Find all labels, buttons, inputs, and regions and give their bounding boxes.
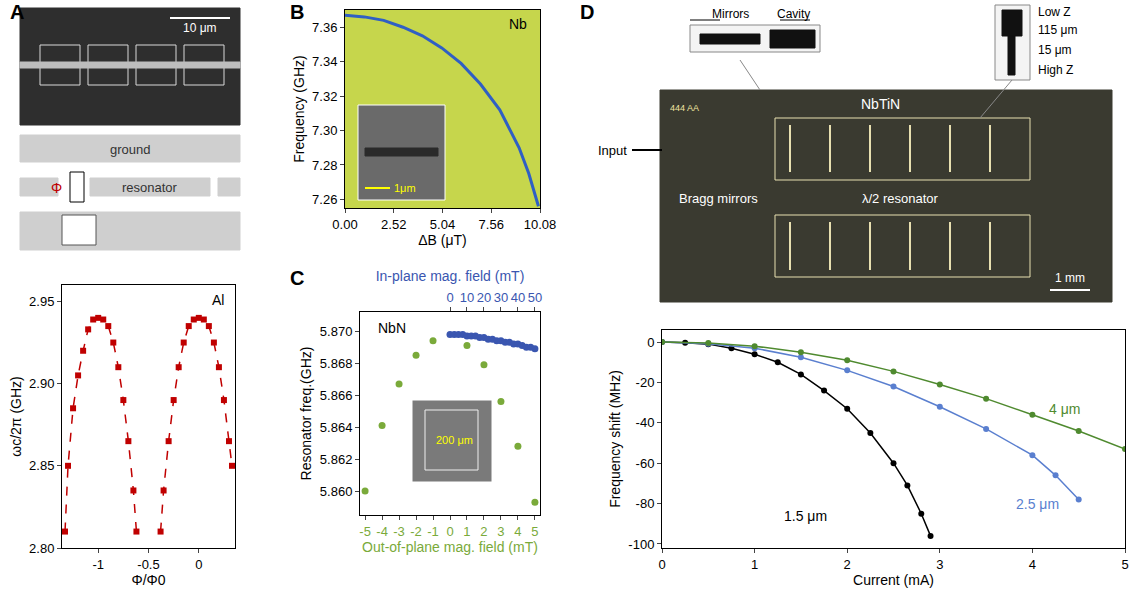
svg-text:3: 3	[936, 557, 943, 572]
svg-text:-5: -5	[359, 524, 371, 539]
svg-text:7.32: 7.32	[312, 89, 337, 104]
svg-text:5: 5	[1121, 557, 1128, 572]
svg-text:1: 1	[463, 524, 470, 539]
svg-text:5.866: 5.866	[320, 388, 353, 403]
svg-text:444 AA: 444 AA	[670, 103, 699, 113]
svg-text:NbTiN: NbTiN	[861, 96, 900, 112]
svg-text:Low Z: Low Z	[1038, 5, 1071, 19]
svg-text:-100: -100	[628, 537, 654, 552]
svg-text:5: 5	[531, 524, 538, 539]
svg-text:50: 50	[528, 290, 542, 305]
svg-text:1μm: 1μm	[394, 182, 416, 194]
svg-text:7.26: 7.26	[312, 192, 337, 207]
svg-text:0: 0	[446, 290, 453, 305]
svg-text:10.08: 10.08	[524, 217, 557, 232]
svg-text:Frequency shift (MHz): Frequency shift (MHz)	[607, 370, 623, 508]
svg-text:7.56: 7.56	[479, 217, 504, 232]
svg-text:2.80: 2.80	[29, 541, 54, 556]
svg-text:1.5 μm: 1.5 μm	[784, 508, 827, 524]
svg-text:5.860: 5.860	[320, 484, 353, 499]
svg-text:In-plane mag. field (mT): In-plane mag. field (mT)	[376, 268, 525, 284]
svg-text:ΔB (μT): ΔB (μT)	[418, 232, 467, 248]
svg-text:40: 40	[511, 290, 525, 305]
svg-text:D: D	[580, 1, 594, 23]
svg-text:Resonator freq.(GHz): Resonator freq.(GHz)	[298, 347, 314, 481]
svg-text:-60: -60	[636, 456, 655, 471]
svg-text:Bragg mirrors: Bragg mirrors	[679, 191, 758, 206]
svg-text:Nb: Nb	[509, 16, 527, 32]
svg-text:C: C	[290, 267, 304, 289]
svg-text:0: 0	[658, 557, 665, 572]
svg-text:Frequency (GHz): Frequency (GHz)	[291, 55, 307, 162]
svg-text:7.36: 7.36	[312, 20, 337, 35]
svg-text:Φ: Φ	[51, 180, 62, 196]
svg-text:1: 1	[751, 557, 758, 572]
svg-text:Cavity: Cavity	[777, 7, 810, 21]
svg-text:-2: -2	[410, 524, 422, 539]
svg-text:2.90: 2.90	[29, 376, 54, 391]
svg-text:-20: -20	[636, 375, 655, 390]
svg-text:Input: Input	[598, 143, 627, 158]
svg-text:ωc/2π (GHz): ωc/2π (GHz)	[8, 376, 24, 456]
svg-text:4 μm: 4 μm	[1049, 401, 1080, 417]
svg-text:2: 2	[480, 524, 487, 539]
svg-text:-4: -4	[376, 524, 388, 539]
svg-text:20: 20	[477, 290, 491, 305]
svg-text:NbN: NbN	[378, 320, 406, 336]
svg-text:5.870: 5.870	[320, 324, 353, 339]
svg-text:7.28: 7.28	[312, 158, 337, 173]
svg-text:115 μm: 115 μm	[1038, 23, 1077, 37]
svg-text:5.864: 5.864	[320, 420, 353, 435]
svg-text:5.862: 5.862	[320, 452, 353, 467]
svg-text:-1: -1	[427, 524, 439, 539]
svg-text:λ/2 resonator: λ/2 resonator	[862, 191, 939, 206]
svg-text:10: 10	[460, 290, 474, 305]
svg-text:-3: -3	[393, 524, 405, 539]
svg-text:Al: Al	[212, 292, 224, 308]
svg-text:-80: -80	[636, 496, 655, 511]
svg-text:2.5 μm: 2.5 μm	[1016, 496, 1059, 512]
svg-text:5.04: 5.04	[430, 217, 455, 232]
svg-text:7.30: 7.30	[312, 123, 337, 138]
svg-text:B: B	[290, 1, 304, 23]
svg-text:-0.5: -0.5	[137, 557, 159, 572]
svg-text:Out-of-plane mag. field (mT): Out-of-plane mag. field (mT)	[362, 539, 538, 555]
svg-text:0: 0	[446, 524, 453, 539]
svg-text:High Z: High Z	[1038, 63, 1073, 77]
svg-text:Mirrors: Mirrors	[712, 7, 749, 21]
svg-text:ground: ground	[110, 142, 150, 157]
svg-text:-1: -1	[92, 557, 104, 572]
svg-text:15 μm: 15 μm	[1038, 43, 1072, 57]
svg-text:1 mm: 1 mm	[1055, 271, 1085, 285]
svg-text:Current (mA): Current (mA)	[853, 572, 934, 588]
svg-text:2.52: 2.52	[381, 217, 406, 232]
svg-text:2.95: 2.95	[29, 294, 54, 309]
svg-text:0: 0	[195, 557, 202, 572]
svg-text:30: 30	[494, 290, 508, 305]
svg-text:7.34: 7.34	[312, 54, 337, 69]
svg-text:0.00: 0.00	[332, 217, 357, 232]
svg-text:-40: -40	[636, 415, 655, 430]
svg-text:5.868: 5.868	[320, 356, 353, 371]
svg-text:2.85: 2.85	[29, 458, 54, 473]
svg-text:3: 3	[497, 524, 504, 539]
svg-text:4: 4	[514, 524, 521, 539]
svg-text:Φ/Φ0: Φ/Φ0	[131, 572, 165, 588]
svg-text:0: 0	[647, 335, 654, 350]
svg-text:4: 4	[1029, 557, 1036, 572]
svg-text:A: A	[10, 1, 24, 23]
svg-text:10 μm: 10 μm	[183, 21, 217, 35]
svg-text:2: 2	[844, 557, 851, 572]
svg-text:resonator: resonator	[122, 180, 178, 195]
svg-text:200 μm: 200 μm	[436, 434, 473, 446]
